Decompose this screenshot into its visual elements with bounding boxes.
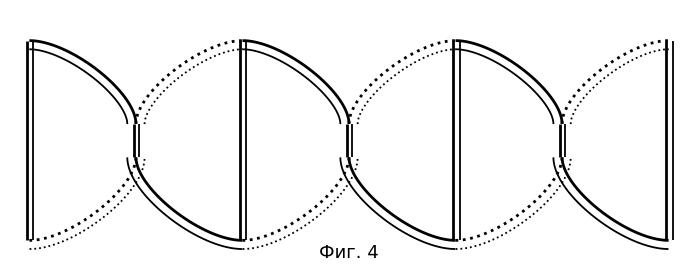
Text: Фиг. 4: Фиг. 4 [319,244,379,262]
